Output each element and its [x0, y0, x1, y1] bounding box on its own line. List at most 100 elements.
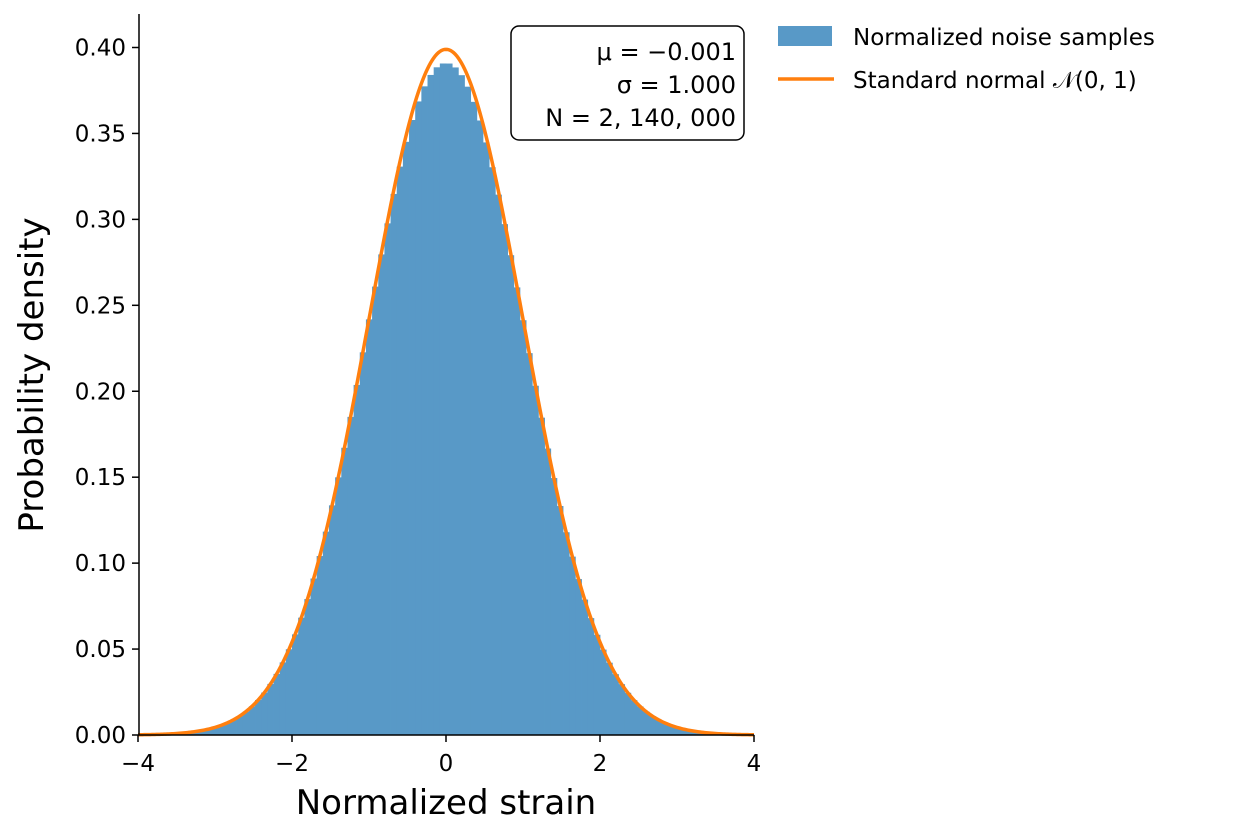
x-tick-label: 0: [439, 751, 454, 777]
histogram-bar: [384, 223, 391, 736]
histogram-bar: [501, 224, 508, 735]
histogram-bars: [138, 63, 755, 736]
x-tick-label: 2: [593, 751, 608, 777]
histogram-bar: [636, 706, 644, 735]
histogram-bar: [322, 531, 330, 735]
histogram-bar: [606, 662, 613, 735]
y-tick-label: 0.05: [75, 637, 126, 663]
histogram-bar: [335, 477, 342, 735]
y-tick-label: 0.30: [75, 207, 126, 233]
histogram-bar: [285, 649, 293, 735]
histogram-bar: [199, 730, 207, 735]
legend-label-histogram: Normalized noise samples: [853, 25, 1155, 51]
y-tick-label: 0.25: [75, 293, 126, 319]
histogram-bar: [630, 700, 638, 735]
histogram-bar: [476, 120, 484, 735]
y-tick-label: 0.35: [75, 121, 126, 147]
histogram-bar: [643, 711, 650, 735]
histogram-bar: [409, 120, 416, 735]
histogram-bar: [544, 448, 552, 735]
histogram-bar: [556, 506, 564, 735]
histogram-bar: [261, 692, 268, 735]
histogram-bar: [292, 634, 299, 735]
histogram-bar: [218, 725, 225, 735]
y-tick-label: 0.10: [75, 551, 126, 577]
histogram-bar: [513, 287, 521, 735]
y-ticks: 0.00 0.05 0.10 0.15 0.20 0.25 0.30 0.35 0.40: [75, 36, 139, 749]
histogram-bar: [193, 731, 200, 735]
histogram-bar: [396, 166, 404, 736]
histogram-bar: [495, 194, 502, 735]
histogram-bar: [624, 692, 632, 735]
histogram-bar: [532, 385, 539, 735]
histogram-bar: [248, 706, 256, 735]
histogram-bar: [372, 286, 379, 735]
histogram-bar: [347, 416, 354, 735]
histogram-bar: [365, 319, 373, 735]
standard-normal-curve: [137, 47, 755, 737]
histogram-bar: [680, 729, 687, 735]
legend-swatch-histogram: [778, 26, 832, 46]
y-axis-title: Probability density: [12, 217, 52, 532]
histogram-bar: [618, 684, 626, 735]
histogram-bar: [587, 618, 595, 735]
histogram-bar: [273, 673, 281, 735]
histogram-bar: [211, 727, 219, 735]
histogram-bar: [692, 731, 699, 735]
histogram-bar: [526, 353, 533, 735]
histogram-bar: [230, 719, 237, 735]
y-tick-label: 0.40: [75, 36, 126, 62]
histogram-bar: [427, 74, 435, 735]
histogram-bar: [421, 86, 428, 736]
histogram-bar: [255, 699, 262, 735]
histogram-bar: [402, 141, 410, 735]
histogram-bar: [563, 532, 570, 735]
histogram-bar: [464, 86, 472, 736]
histogram-bar: [439, 63, 447, 736]
histogram-bar: [655, 719, 662, 735]
histogram-bar: [224, 722, 231, 735]
x-axis-title: Normalized strain: [296, 783, 596, 823]
histogram-bar: [279, 662, 287, 735]
histogram-bar: [359, 352, 367, 735]
legend: Normalized noise samples Standard normal…: [778, 25, 1155, 94]
histogram-bar: [205, 729, 213, 735]
histogram-bar: [482, 142, 490, 735]
histogram-bar: [341, 447, 348, 735]
histogram-bar: [310, 578, 318, 735]
stats-count: N = 2, 140, 000: [545, 104, 736, 132]
histogram-bar: [686, 730, 693, 735]
y-tick-label: 0.00: [75, 723, 126, 749]
histogram-bar: [489, 167, 496, 735]
histogram-bar: [507, 255, 515, 735]
stats-box-frame: [510, 25, 745, 141]
histogram-bar: [378, 254, 385, 735]
histogram-bar: [298, 617, 305, 735]
y-tick-label: 0.15: [75, 465, 126, 491]
x-tick-label: −4: [121, 751, 155, 777]
histogram-bar: [581, 599, 589, 735]
y-tick-label: 0.20: [75, 379, 126, 405]
histogram-bar: [538, 417, 545, 735]
histogram-bar: [316, 556, 324, 735]
legend-label-curve: Standard normal 𝒩(0, 1): [853, 68, 1137, 94]
histogram-bar: [304, 599, 311, 735]
histogram-bar: [433, 67, 441, 736]
histogram-bar: [569, 556, 576, 735]
stats-sigma: σ = 1.000: [617, 71, 736, 99]
histogram-bar: [458, 75, 465, 736]
histogram-bar: [649, 716, 656, 735]
stats-mean: μ = −0.001: [597, 38, 736, 66]
histogram-bar: [267, 683, 274, 735]
histogram-bar: [612, 674, 619, 735]
histogram-bar: [673, 727, 681, 735]
histogram-bar: [328, 505, 336, 735]
x-tick-label: −2: [275, 751, 309, 777]
histogram-bar: [415, 101, 422, 736]
histogram-bar: [470, 101, 478, 736]
histogram-bar: [661, 722, 669, 735]
histogram-bar: [452, 67, 459, 735]
histogram-bar: [390, 193, 398, 735]
histogram-bar: [519, 320, 527, 735]
histogram-bar: [575, 579, 582, 735]
